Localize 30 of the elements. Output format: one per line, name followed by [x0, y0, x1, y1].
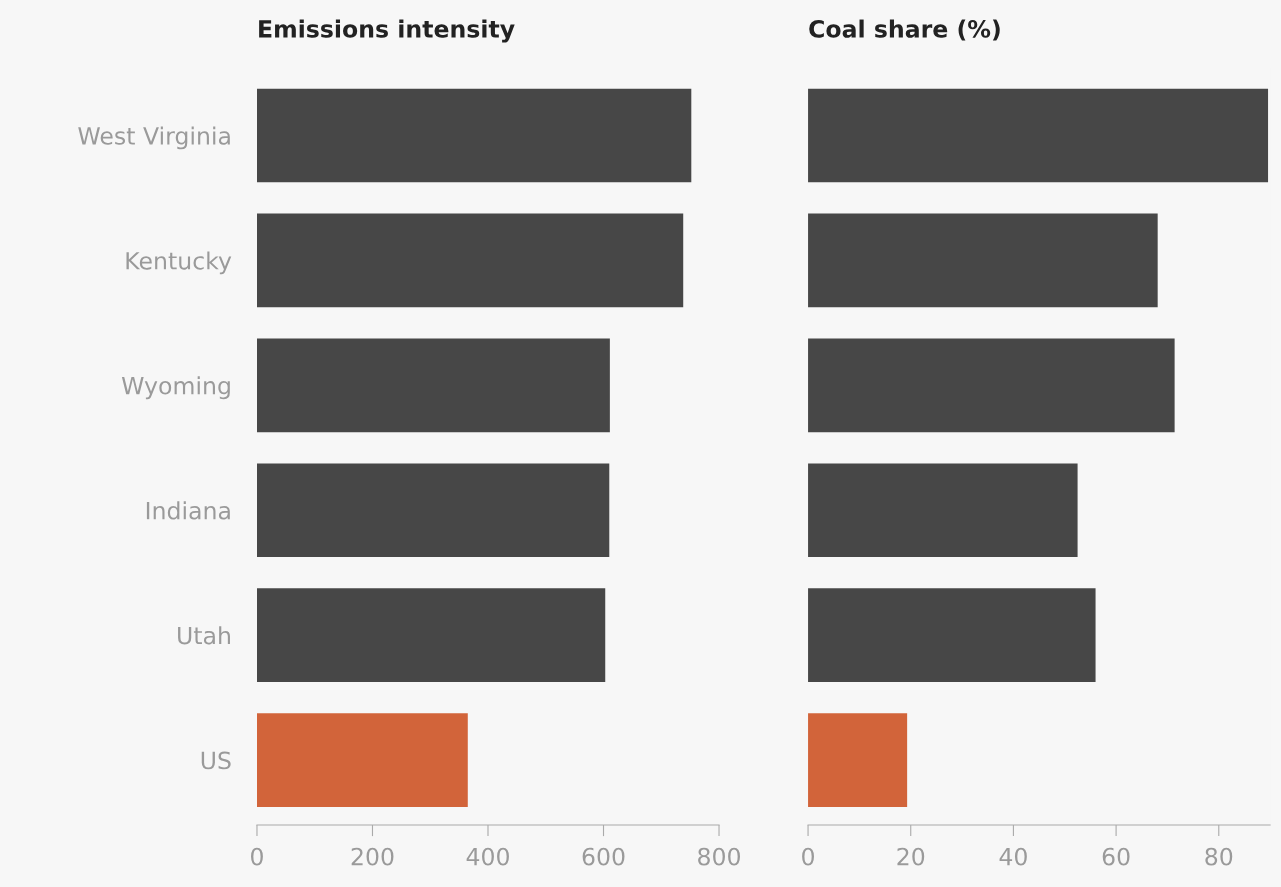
y-tick-label: Kentucky [126, 251, 232, 275]
x-tick-label: 800 [698, 847, 740, 866]
bar [808, 338, 1175, 433]
x-tick-label: 80 [1205, 847, 1233, 866]
x-tick-label: 600 [582, 847, 625, 866]
chart-title: Coal share (%) [809, 19, 1000, 41]
bar [256, 213, 684, 308]
y-tick-label: Indiana [146, 501, 230, 520]
x-tick-label: 0 [802, 847, 814, 866]
bar [808, 713, 908, 807]
bar [256, 88, 692, 183]
chart-title: Emissions intensity [259, 19, 515, 43]
bar [808, 463, 1078, 558]
x-tick-label: 40 [999, 847, 1027, 866]
x-tick-label: 200 [351, 847, 394, 866]
bar [256, 713, 468, 807]
bar [808, 213, 1158, 308]
bar [256, 588, 606, 682]
x-tick-label: 400 [466, 847, 509, 866]
y-tick-label: West Virginia [78, 126, 230, 150]
x-tick-label: 0 [251, 847, 263, 866]
bar [256, 338, 610, 433]
x-tick-label: 60 [1102, 847, 1130, 866]
y-tick-label: Wyoming [121, 376, 230, 400]
y-tick-label: Utah [178, 626, 230, 645]
y-tick-label: US [201, 751, 231, 770]
bar [808, 88, 1269, 183]
bar [808, 588, 1096, 682]
x-tick-label: 20 [897, 847, 925, 866]
bar [256, 463, 610, 558]
